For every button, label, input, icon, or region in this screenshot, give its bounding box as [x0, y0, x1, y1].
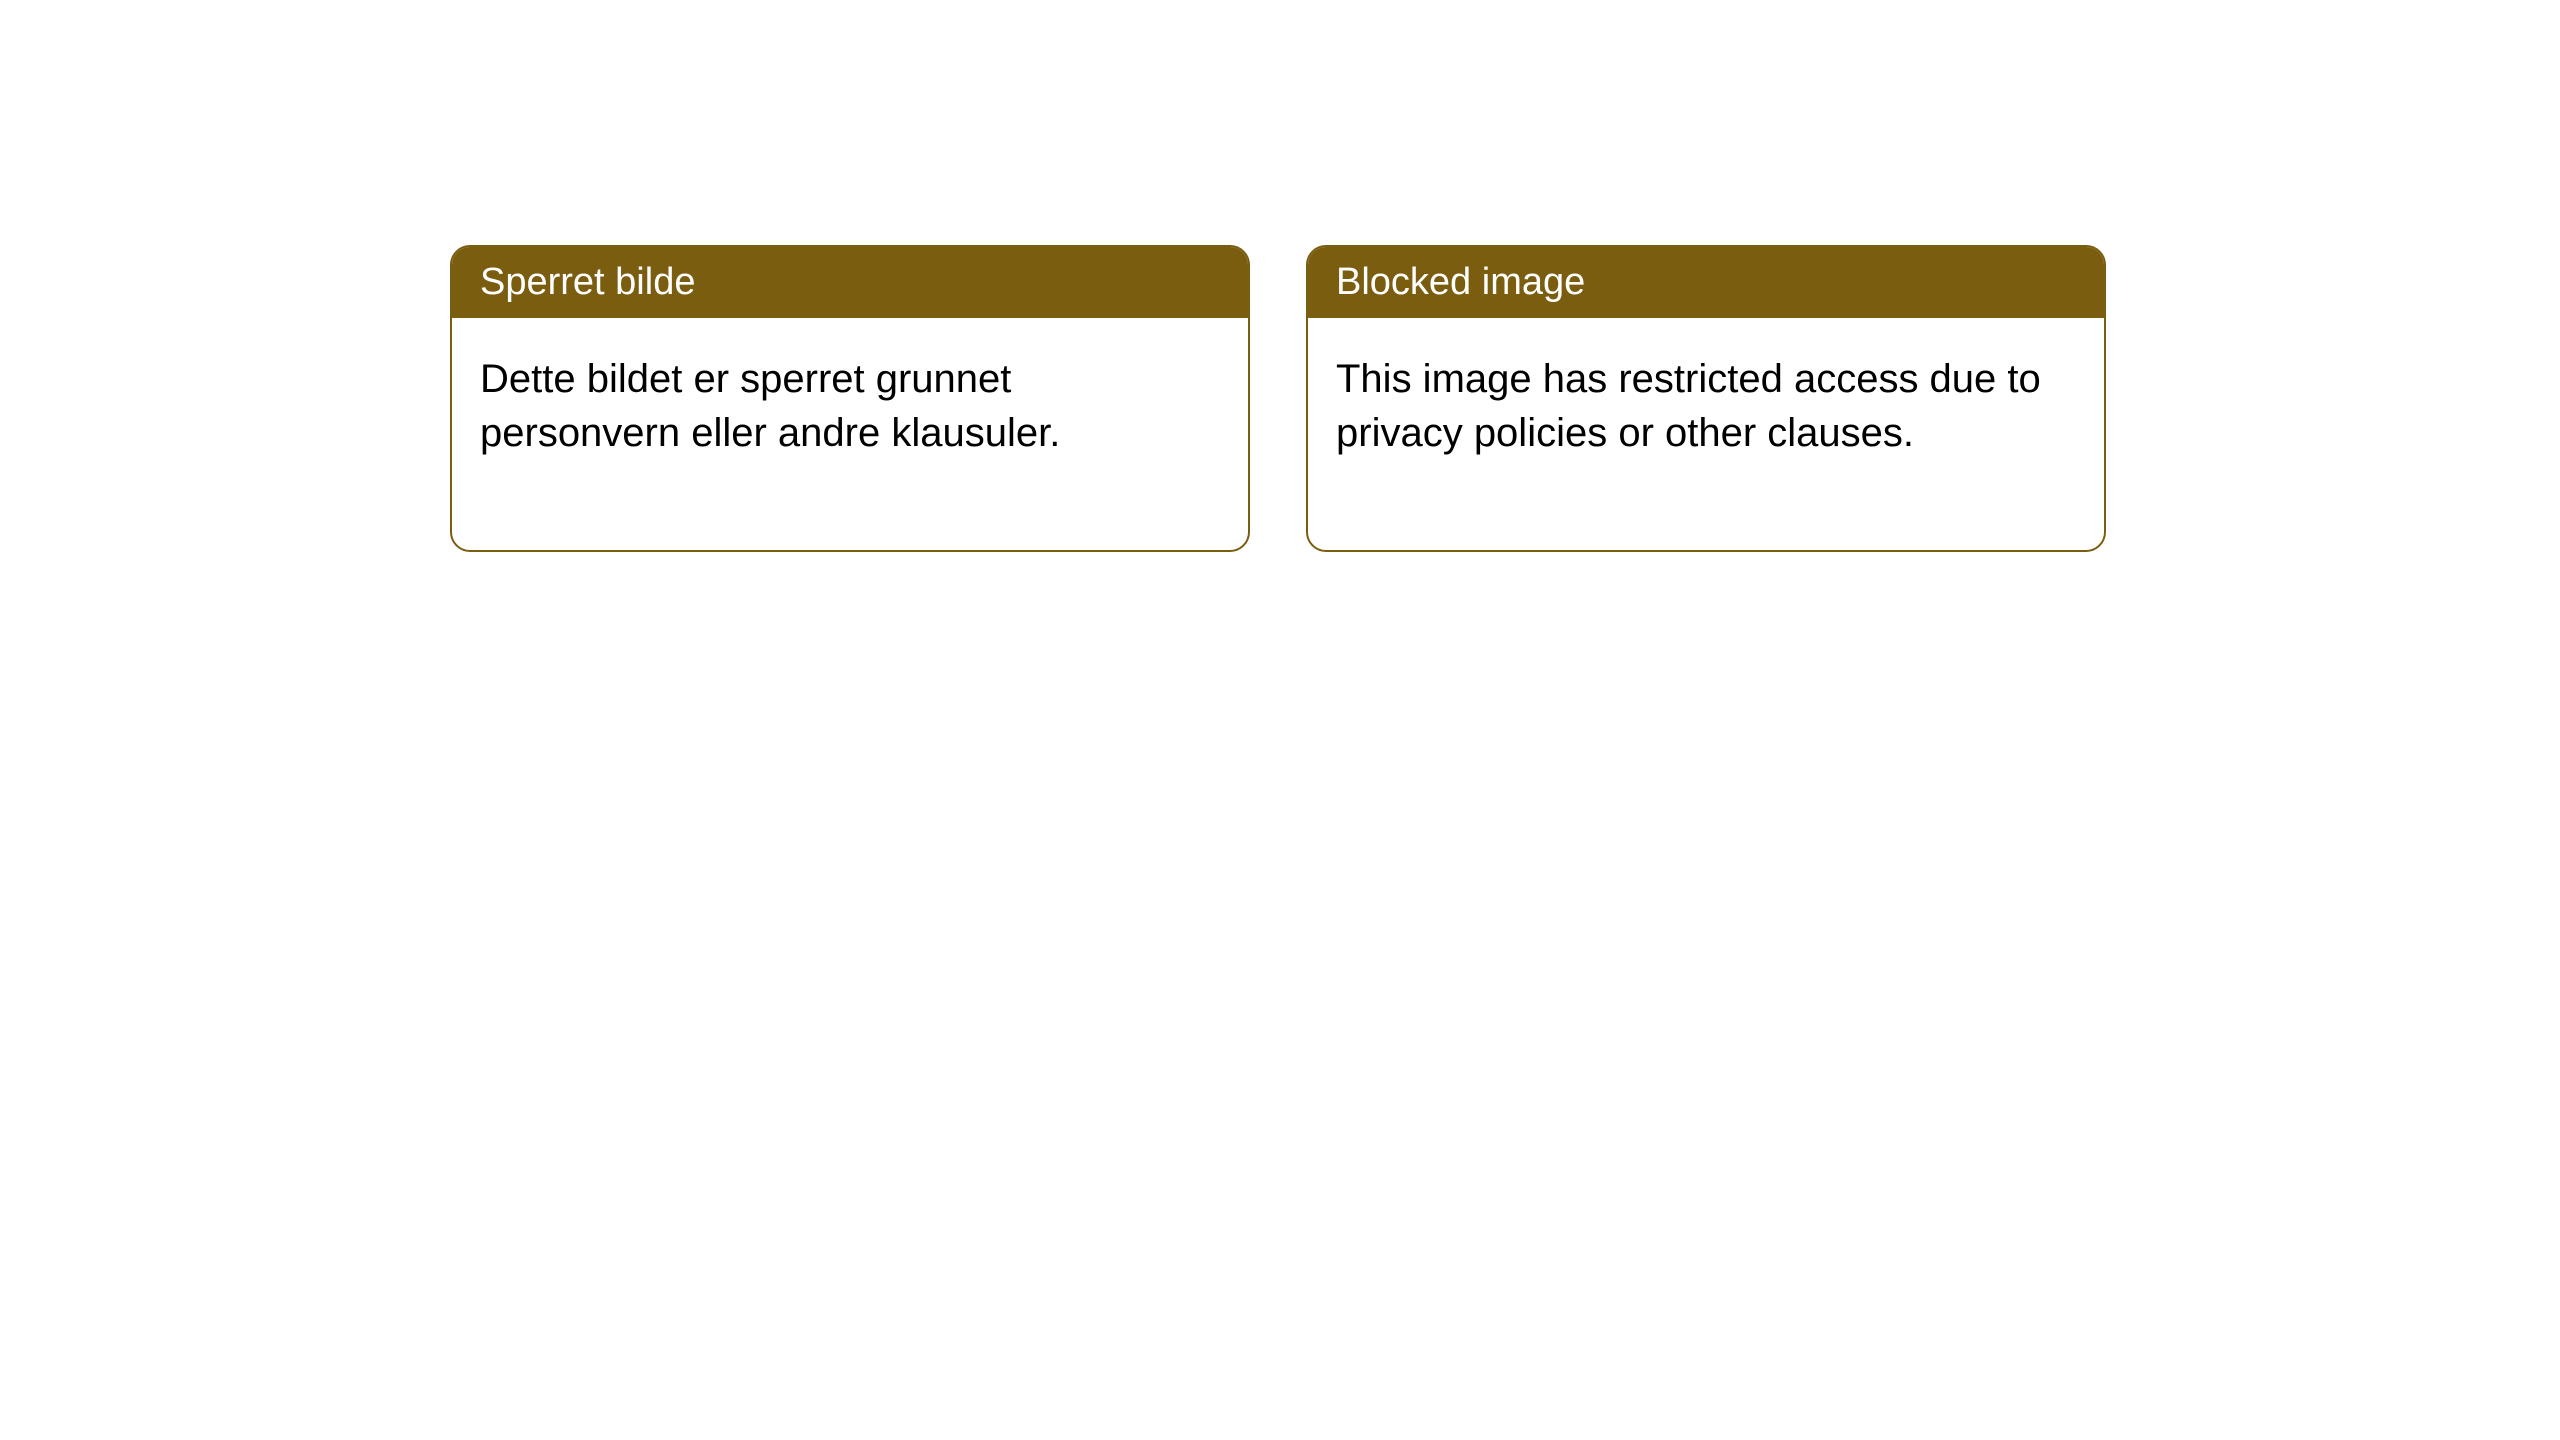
notice-card-english: Blocked image This image has restricted …: [1306, 245, 2106, 552]
card-text: This image has restricted access due to …: [1336, 357, 2041, 455]
card-body: This image has restricted access due to …: [1308, 318, 2104, 550]
card-title: Blocked image: [1336, 261, 1585, 303]
card-header: Sperret bilde: [452, 247, 1248, 318]
notice-card-norwegian: Sperret bilde Dette bildet er sperret gr…: [450, 245, 1250, 552]
card-text: Dette bildet er sperret grunnet personve…: [480, 357, 1060, 455]
cards-container: Sperret bilde Dette bildet er sperret gr…: [450, 245, 2106, 552]
card-title: Sperret bilde: [480, 261, 695, 303]
card-header: Blocked image: [1308, 247, 2104, 318]
card-body: Dette bildet er sperret grunnet personve…: [452, 318, 1248, 550]
